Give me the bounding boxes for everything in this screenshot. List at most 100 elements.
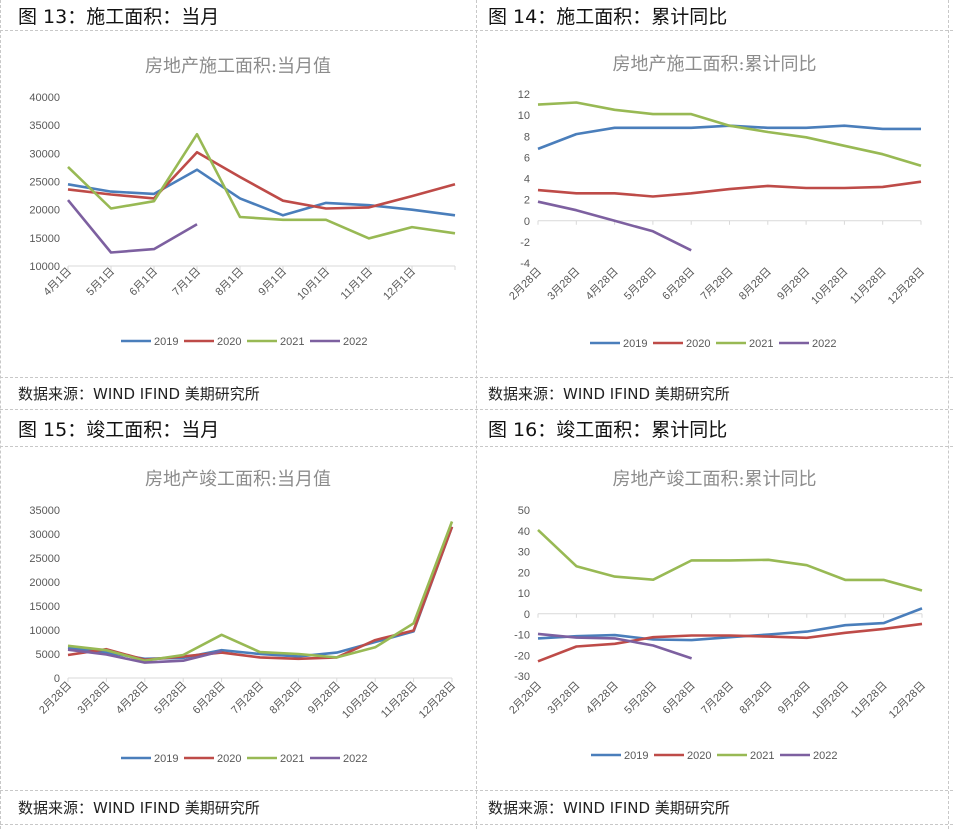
legend-label-2022: 2022 — [813, 750, 837, 762]
series-line-2021 — [67, 521, 454, 662]
x-tick-label: 7月28日 — [229, 680, 266, 717]
x-tick-label: 2月28日 — [507, 266, 544, 303]
x-tick-label: 9月28日 — [306, 680, 343, 717]
x-tick-label: 12月1日 — [381, 266, 418, 303]
y-tick-label: 50 — [518, 505, 530, 517]
legend-label-2019: 2019 — [154, 336, 178, 348]
row-divider-4 — [0, 446, 953, 447]
x-tick-label: 7月28日 — [699, 266, 736, 303]
outer-left-border — [0, 0, 1, 829]
legend-label-2019: 2019 — [624, 750, 648, 762]
y-tick-label: 0 — [524, 216, 530, 228]
chart-title-13: 房地产施工面积:当月值 — [144, 56, 332, 77]
row-divider-6 — [0, 824, 953, 825]
series-line-2021 — [67, 132, 456, 240]
legend-label-2022: 2022 — [343, 336, 367, 348]
y-tick-label: 15000 — [29, 601, 60, 613]
x-tick-label: 11月28日 — [379, 680, 420, 721]
y-tick-label: 30000 — [29, 148, 60, 160]
y-tick-label: 2 — [524, 195, 530, 207]
chart-title-16: 房地产竣工面积:累计同比 — [612, 469, 817, 490]
x-tick-label: 5月28日 — [622, 680, 659, 717]
column-divider — [476, 0, 477, 829]
x-tick-label: 8月28日 — [737, 680, 774, 717]
row-divider-2 — [0, 377, 953, 378]
x-tick-label: 12月28日 — [887, 680, 928, 721]
outer-right-border — [948, 0, 949, 829]
x-tick-label: 8月28日 — [737, 266, 774, 303]
x-tick-label: 2月28日 — [507, 680, 544, 717]
row-divider-1 — [0, 30, 953, 31]
x-tick-label: 7月28日 — [699, 680, 736, 717]
y-tick-label: 0 — [54, 673, 60, 685]
y-tick-label: 25000 — [29, 553, 60, 565]
x-tick-label: 3月28日 — [75, 680, 112, 717]
y-tick-label: -4 — [520, 258, 530, 270]
source-note-13: 数据来源：WIND IFIND 美期研究所 — [18, 385, 260, 403]
legend-label-2019: 2019 — [154, 753, 178, 765]
x-tick-label: 10月28日 — [809, 266, 850, 307]
y-tick-label: 8 — [524, 131, 530, 143]
y-tick-label: 30 — [518, 547, 530, 559]
legend-label-2020: 2020 — [686, 338, 710, 350]
y-tick-label: 30000 — [29, 529, 60, 541]
x-tick-label: 9月1日 — [256, 266, 289, 299]
y-tick-label: 20000 — [29, 205, 60, 217]
legend-label-2022: 2022 — [343, 753, 367, 765]
y-tick-label: 35000 — [29, 120, 60, 132]
series-line-2022 — [537, 200, 692, 252]
y-tick-label: 10000 — [29, 261, 60, 273]
x-tick-label: 3月28日 — [545, 680, 582, 717]
x-tick-label: 5月28日 — [152, 680, 189, 717]
series-line-2021 — [537, 528, 923, 592]
legend-label-2022: 2022 — [812, 338, 836, 350]
legend-label-2021: 2021 — [280, 336, 304, 348]
x-tick-label: 4月28日 — [584, 680, 621, 717]
x-tick-label: 10月1日 — [295, 266, 332, 303]
y-tick-label: 35000 — [29, 505, 60, 517]
series-line-2021 — [537, 101, 922, 168]
legend-label-2021: 2021 — [749, 338, 773, 350]
x-tick-label: 9月28日 — [775, 266, 812, 303]
series-line-2020 — [67, 526, 454, 662]
x-tick-label: 2月28日 — [37, 680, 74, 717]
x-tick-label: 7月1日 — [170, 266, 203, 299]
y-tick-label: 0 — [524, 609, 530, 621]
x-tick-label: 10月28日 — [810, 680, 851, 721]
y-tick-label: 10 — [518, 588, 530, 600]
figure-title-15: 图 15：竣工面积：当月 — [18, 419, 220, 441]
x-tick-label: 3月28日 — [545, 266, 582, 303]
legend-label-2020: 2020 — [217, 753, 241, 765]
y-tick-label: -20 — [514, 650, 530, 662]
row-divider-5 — [0, 790, 953, 791]
series-line-2022 — [66, 199, 198, 254]
x-tick-label: 6月28日 — [661, 680, 698, 717]
y-tick-label: 20 — [518, 567, 530, 579]
chart-title-14: 房地产施工面积:累计同比 — [612, 54, 817, 75]
x-tick-label: 8月1日 — [213, 266, 246, 299]
figure-title-14: 图 14：施工面积：累计同比 — [488, 6, 728, 28]
x-tick-label: 5月1日 — [84, 266, 117, 299]
y-tick-label: 6 — [524, 152, 530, 164]
series-line-2019 — [67, 526, 454, 661]
y-tick-label: 4 — [524, 174, 530, 186]
legend-label-2020: 2020 — [687, 750, 711, 762]
x-tick-label: 6月28日 — [660, 266, 697, 303]
source-note-16: 数据来源：WIND IFIND 美期研究所 — [488, 799, 730, 817]
figure-title-13: 图 13：施工面积：当月 — [18, 6, 220, 28]
row-divider-3 — [0, 409, 953, 410]
source-note-14: 数据来源：WIND IFIND 美期研究所 — [488, 385, 730, 403]
figure-title-16: 图 16：竣工面积：累计同比 — [488, 419, 728, 441]
y-tick-label: -10 — [514, 630, 530, 642]
chart-title-15: 房地产竣工面积:当月值 — [144, 469, 332, 490]
y-tick-label: -30 — [514, 671, 530, 683]
series-line-2019 — [537, 124, 921, 151]
x-tick-label: 9月28日 — [776, 680, 813, 717]
x-tick-label: 11月1日 — [339, 266, 375, 302]
x-tick-label: 11月28日 — [848, 266, 889, 307]
y-tick-label: 40 — [518, 526, 530, 538]
y-tick-label: 20000 — [29, 577, 60, 589]
y-tick-label: 12 — [518, 89, 530, 101]
x-tick-label: 12月28日 — [886, 266, 927, 307]
